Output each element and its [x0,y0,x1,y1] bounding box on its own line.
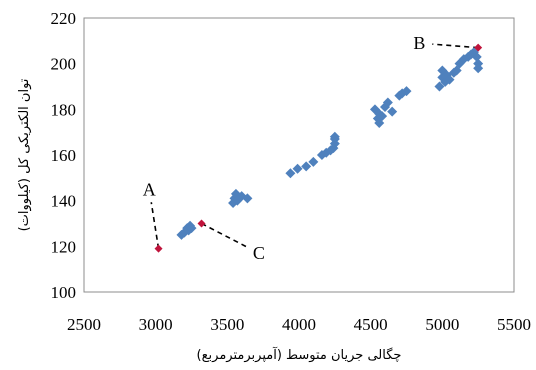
data-point [186,223,197,234]
data-point [285,168,296,179]
x-tick-label: 4500 [354,315,388,334]
data-point [308,156,319,167]
x-tick-label: 2500 [67,315,101,334]
highlighted-point [154,244,163,253]
y-tick-label: 220 [51,9,77,28]
x-tick-label: 3500 [210,315,244,334]
annotation-label-b: B [413,33,425,53]
y-axis-title: توان الکتریکی کل (کیلووات) [17,78,32,231]
x-tick-label: 3000 [139,315,173,334]
data-point [387,106,398,117]
data-point [401,86,412,97]
data-point [434,81,445,92]
data-points [154,43,484,253]
highlighted-point [474,43,483,52]
data-point [242,193,253,204]
annotation-leader-b [432,43,479,49]
data-point [377,111,388,122]
y-tick-label: 180 [51,100,77,119]
highlighted-point [197,219,206,228]
x-axis-title: چگالی جریان متوسط (آمپربرمترمربع) [197,346,402,363]
data-point [382,97,393,108]
plot-area-frame [83,17,515,293]
y-tick-label: 120 [51,237,77,256]
data-point [292,163,303,174]
y-tick-label: 100 [51,283,77,302]
data-point [301,161,312,172]
annotations: A B C [143,33,479,263]
annotation-label-a: A [143,179,156,199]
data-point [329,131,340,142]
data-point [471,51,482,62]
y-tick-label: 160 [51,146,77,165]
data-point [444,74,455,85]
y-tick-label: 140 [51,192,77,211]
y-tick-label: 200 [51,55,77,74]
x-tick-label: 5500 [497,315,531,334]
annotation-label-c: C [253,243,265,263]
annotation-leader-a [150,202,160,249]
x-tick-label: 5000 [425,315,459,334]
x-tick-label: 4000 [282,315,316,334]
axes: 2500 3000 3500 4000 4500 5000 5500 100 120 140 160… [51,9,532,334]
data-point [473,63,484,74]
